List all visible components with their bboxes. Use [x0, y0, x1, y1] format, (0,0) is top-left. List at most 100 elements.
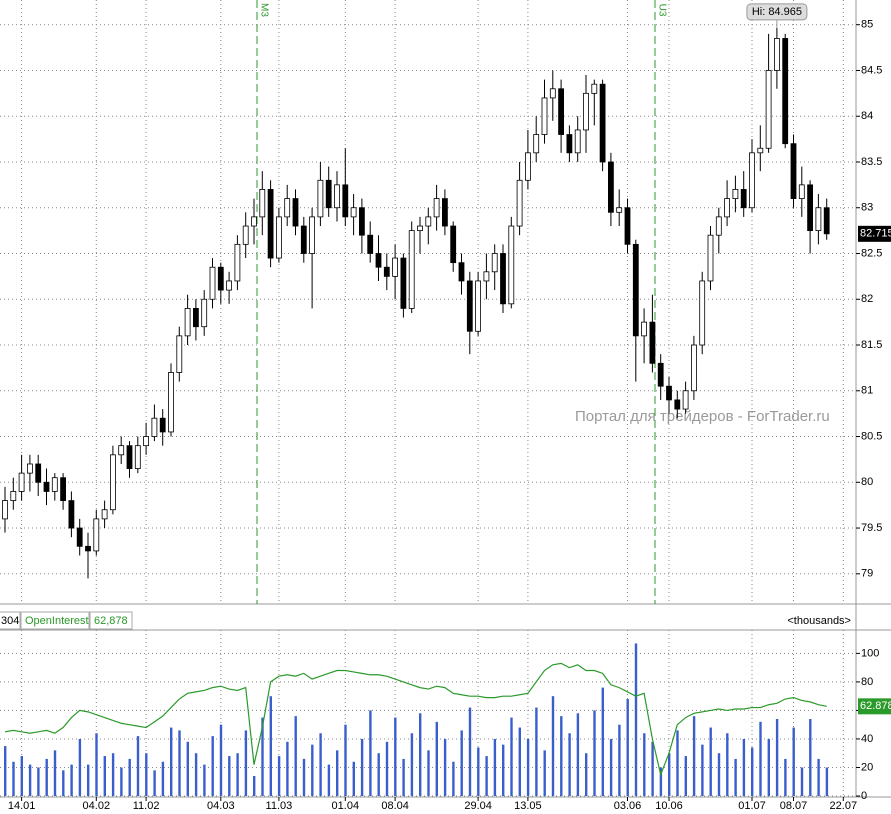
volume-bar — [651, 741, 654, 796]
candle-body — [740, 189, 747, 209]
volume-bar — [468, 707, 472, 796]
volume-bar — [510, 717, 513, 796]
volume-bar — [161, 761, 165, 796]
candle-body — [408, 230, 415, 309]
volume-bar — [45, 758, 48, 796]
volume-bar — [460, 730, 463, 796]
volume-bar — [352, 761, 355, 796]
volume-bar — [12, 761, 15, 796]
x-tick-label: 10.06 — [655, 800, 683, 812]
candle-body — [93, 518, 100, 552]
candle-body — [591, 83, 598, 94]
candle-body — [798, 184, 805, 199]
candle-body — [118, 445, 125, 456]
candle-body — [300, 225, 307, 254]
x-tick-label: 29.04 — [464, 800, 492, 812]
candle-body — [533, 134, 540, 154]
candle-body — [558, 88, 564, 135]
candle-body — [757, 147, 764, 154]
volume-bar — [734, 758, 737, 796]
candle-body — [168, 372, 174, 433]
x-tick-label: 08.04 — [381, 800, 409, 812]
volume-bar — [111, 753, 115, 796]
candle-body — [342, 184, 349, 218]
volume-bar — [178, 730, 181, 796]
volume-bar — [585, 753, 588, 796]
volume-bar — [643, 733, 646, 796]
volume-bar — [593, 710, 596, 796]
candle-body — [782, 38, 789, 145]
header-text: 62,878 — [94, 615, 128, 627]
y-tick-label: 0 — [861, 790, 867, 802]
candle-body — [450, 225, 457, 264]
volume-bar — [62, 770, 65, 796]
candle-body — [466, 280, 473, 332]
header-text: <thousands> — [787, 615, 851, 627]
candle-body — [259, 189, 266, 218]
candle-body — [724, 198, 730, 218]
candle-body — [516, 179, 523, 227]
y-tick-label: 80 — [861, 476, 873, 488]
volume-bar — [28, 764, 32, 796]
volume-bar — [609, 738, 613, 796]
volume-bar — [634, 643, 638, 796]
volume-bar — [194, 753, 198, 796]
volume-bar — [37, 767, 40, 796]
volume-bar — [701, 744, 704, 796]
candle-body — [657, 362, 664, 387]
volume-bar — [419, 713, 422, 796]
candle-body — [599, 83, 606, 163]
x-tick-label: 11.02 — [133, 800, 160, 812]
y-tick-label: 85 — [861, 19, 873, 31]
candle-body — [417, 225, 423, 232]
volume-bar — [20, 756, 23, 796]
candle-body — [143, 436, 150, 447]
candle-body — [815, 207, 822, 232]
volume-bar — [618, 724, 621, 796]
volume-bar — [659, 767, 663, 796]
y-tick-label: 79 — [861, 568, 873, 580]
volume-bar — [626, 699, 629, 796]
volume-bar — [95, 733, 98, 796]
candle-body — [85, 545, 91, 552]
candle-body — [649, 321, 656, 364]
candle-body — [184, 308, 191, 337]
volume-bar — [767, 738, 770, 796]
y-tick-label: 83 — [861, 202, 873, 214]
candle-body — [500, 253, 506, 305]
candle-body — [383, 266, 390, 277]
candle-body — [226, 280, 233, 291]
volume-bar — [244, 730, 248, 796]
volume-bar — [784, 758, 787, 796]
volume-bar — [684, 756, 687, 796]
volume-bar — [253, 776, 256, 796]
candle-body — [51, 477, 58, 492]
candle-body — [707, 234, 714, 282]
x-tick-label: 01.04 — [332, 800, 360, 812]
candle-body — [2, 500, 8, 520]
volume-bar — [153, 770, 156, 796]
volume-bar — [145, 753, 148, 796]
candle-body — [583, 92, 589, 131]
volume-bar — [120, 767, 123, 796]
volume-bar — [327, 764, 331, 796]
candle-body — [574, 129, 581, 154]
candle-body — [334, 184, 340, 209]
volume-bar — [269, 696, 272, 796]
volume-bar — [535, 707, 538, 796]
oi-tag-label: 62.878 — [860, 700, 891, 712]
contract-label: M3 — [258, 3, 269, 17]
candle-body — [35, 463, 42, 483]
candle-body — [101, 509, 108, 520]
volume-bar — [78, 738, 82, 796]
candle-body — [43, 481, 50, 492]
candle-body — [292, 198, 299, 227]
candle-body — [483, 271, 490, 282]
x-tick-label: 14.01 — [8, 800, 36, 812]
volume-bar — [294, 716, 297, 796]
watermark: Портал для трейдеров - ForTrader.ru — [575, 408, 830, 425]
y-tick-label: 79.5 — [861, 522, 882, 534]
volume-bar — [726, 733, 729, 796]
close-tag-label: 82.715 — [860, 228, 891, 240]
candle-body — [715, 216, 722, 236]
